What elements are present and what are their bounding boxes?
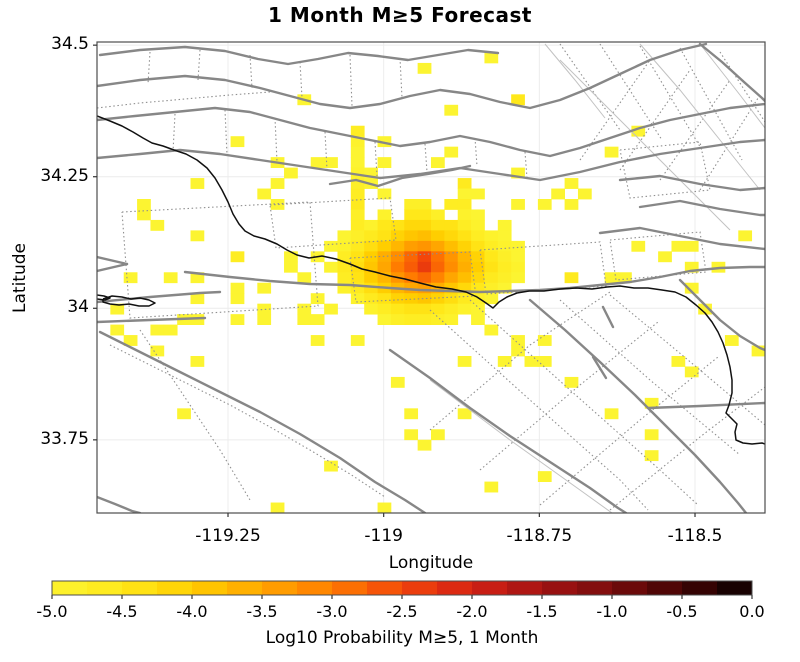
colorbar-tick-label: -2.5 (386, 602, 418, 621)
y-tick-label: 34 (67, 297, 89, 318)
plot-area (97, 42, 765, 513)
y-axis-label: Latitude (10, 243, 30, 313)
x-axis-label: Longitude (388, 553, 474, 573)
axis-ticks (93, 44, 696, 517)
colorbar-tick-label: -5.0 (36, 602, 68, 621)
x-tick-label: -119 (364, 526, 403, 546)
colorbar-tick-label: -3.0 (316, 602, 348, 621)
fault-lines-solid (97, 42, 765, 513)
colorbar-tick-label: -4.0 (176, 602, 208, 621)
chart-title: 1 Month M≥5 Forecast (268, 3, 532, 27)
y-tick-label: 34.5 (51, 34, 89, 55)
y-tick-label: 34.25 (40, 165, 89, 186)
coastline (97, 115, 765, 445)
colorbar-tick-label: -1.0 (596, 602, 628, 621)
colorbar-tick-label: -0.5 (666, 602, 698, 621)
colorbar-tick-label: -4.5 (106, 602, 138, 621)
x-tick-label: -118.5 (667, 526, 723, 546)
colorbar-tick-label: -3.5 (246, 602, 278, 621)
x-tick-label: -119.25 (195, 526, 261, 546)
plot-border (96, 41, 766, 514)
colorbar-label: Log10 Probability M≥5, 1 Month (265, 628, 539, 648)
y-tick-label: 33.75 (40, 428, 89, 449)
colorbar-tick-label: -1.5 (526, 602, 558, 621)
colorbar-tick-label: -2.0 (456, 602, 488, 621)
colorbar-tick-label: 0.0 (739, 602, 765, 621)
x-tick-label: -118.75 (506, 526, 573, 546)
colorbar (51, 580, 753, 599)
